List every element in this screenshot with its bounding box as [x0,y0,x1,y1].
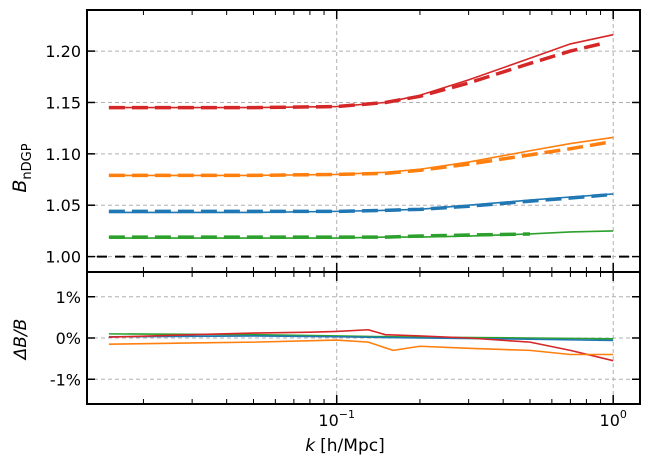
top-ytick-label: 1.05 [45,196,81,215]
top-grid [87,10,640,272]
top-y-axis-label-main: B [9,180,31,193]
top-ytick-label: 1.00 [45,248,81,267]
top-series-5-line [108,193,608,214]
top-series-7-line [108,232,530,239]
bottom-series-1-line [108,335,614,342]
top-series-0-line [108,33,614,109]
top-series-3-line [108,140,608,178]
bottom-ticks: -1% 0% 1% 10−1 100 [50,272,640,430]
bottom-series [108,328,614,362]
bottom-y-axis-label: ΔB/B [11,319,31,362]
top-y-axis-label-sub: nDGP [20,143,35,179]
bottom-ytick-label: 0% [56,329,81,348]
top-series-2-line [108,136,614,177]
bottom-series-0-line [108,333,614,340]
top-ytick-label: 1.15 [45,93,81,112]
bottom-grid [87,272,640,404]
bottom-xtick-label: 100 [600,408,627,430]
bottom-series-2-line [108,328,614,362]
top-series [97,33,630,258]
bottom-panel: -1% 0% 1% 10−1 100 ΔB/B k [h/Mpc] [11,271,641,456]
top-ytick-label: 1.20 [45,42,81,61]
top-panel: 1.00 1.05 1.10 1.15 1.20 BnDGP [9,9,641,273]
x-axis-label: k [h/Mpc] [305,436,384,456]
bottom-ytick-label: 1% [56,288,81,307]
top-ticks: 1.00 1.05 1.10 1.15 1.20 [45,10,640,272]
bottom-series-3-line [108,339,614,356]
top-y-axis-label: BnDGP [9,143,35,192]
bottom-xtick-label: 10−1 [318,408,355,430]
top-ytick-label: 1.10 [45,145,81,164]
x-axis-label-units: [h/Mpc] [320,436,385,456]
top-series-1-line [108,42,601,110]
x-axis-label-var: k [305,436,316,456]
bottom-ytick-label: -1% [50,370,81,389]
